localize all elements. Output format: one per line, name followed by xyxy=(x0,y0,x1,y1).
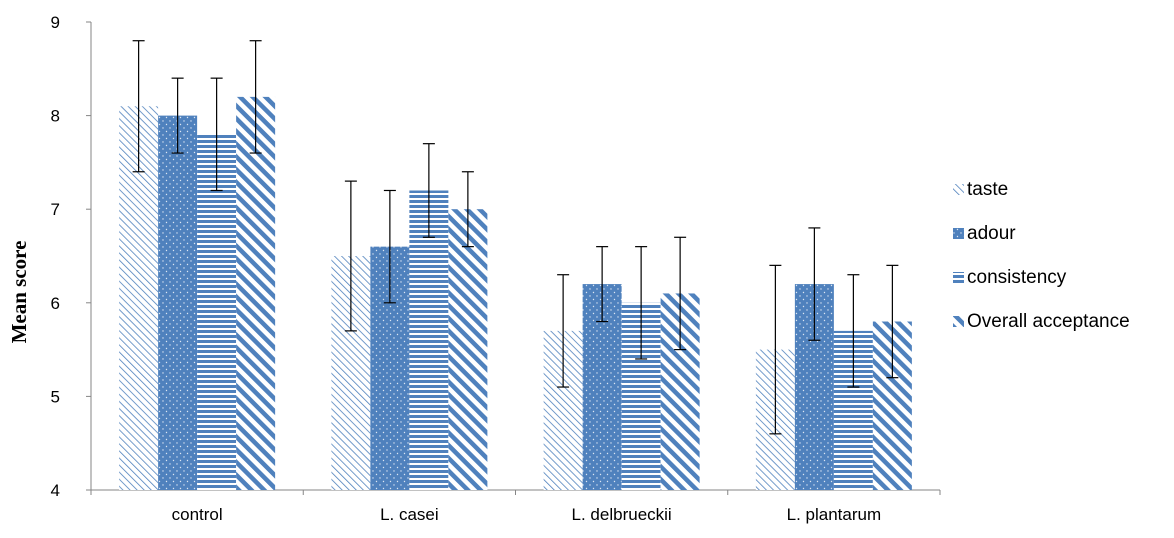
bar-overall-acceptance xyxy=(236,96,276,490)
legend-swatch xyxy=(953,184,964,195)
legend-item: Overall acceptance xyxy=(953,311,1130,332)
y-axis-label: Mean score xyxy=(7,241,31,344)
error-bar xyxy=(769,264,782,435)
error-bar xyxy=(171,77,184,154)
x-tick-label: control xyxy=(172,505,223,524)
legend-item: adour xyxy=(953,223,1016,244)
legend-swatch xyxy=(953,316,964,327)
y-tick-label: 5 xyxy=(51,387,60,406)
legend-label: taste xyxy=(967,179,1008,200)
y-tick-label: 7 xyxy=(51,200,60,219)
error-bar xyxy=(344,180,357,332)
error-bar xyxy=(886,264,899,379)
legend: taste adour consistency Overall acceptance xyxy=(953,179,1130,332)
error-bar xyxy=(461,171,474,248)
y-tick-label: 8 xyxy=(51,107,60,126)
x-tick-label: L. plantarum xyxy=(787,505,882,524)
error-bar xyxy=(596,246,609,323)
bars xyxy=(119,96,912,491)
legend-item: taste xyxy=(953,179,1008,200)
bar-consistency xyxy=(197,134,237,490)
error-bar xyxy=(635,246,648,360)
legend-label: Overall acceptance xyxy=(967,311,1130,332)
legend-item: consistency xyxy=(953,267,1067,288)
bar-overall-acceptance xyxy=(448,209,488,490)
legend-swatch xyxy=(953,272,964,283)
legend-swatch xyxy=(953,228,964,239)
error-bar xyxy=(249,40,262,154)
y-ticks: 4 5 6 7 8 9 xyxy=(51,13,91,500)
error-bar xyxy=(383,189,396,304)
error-bar xyxy=(847,274,860,388)
legend-label: consistency xyxy=(967,267,1067,288)
legend-label: adour xyxy=(967,223,1016,244)
error-bar xyxy=(674,236,687,351)
error-bar xyxy=(808,227,821,341)
x-tick-label: L. casei xyxy=(380,505,439,524)
y-tick-label: 6 xyxy=(51,294,60,313)
bar-adour xyxy=(158,115,198,490)
x-ticks: control L. casei L. delbrueckii L. plantaru… xyxy=(90,490,941,524)
x-tick-label: L. delbrueckii xyxy=(572,505,672,524)
bar-consistency xyxy=(409,190,449,491)
error-bar xyxy=(132,40,145,173)
error-bars xyxy=(132,40,899,435)
error-bar xyxy=(557,274,570,388)
y-tick-label: 4 xyxy=(51,481,60,500)
error-bar xyxy=(422,143,435,238)
error-bar xyxy=(210,77,223,192)
y-tick-label: 9 xyxy=(51,13,60,32)
